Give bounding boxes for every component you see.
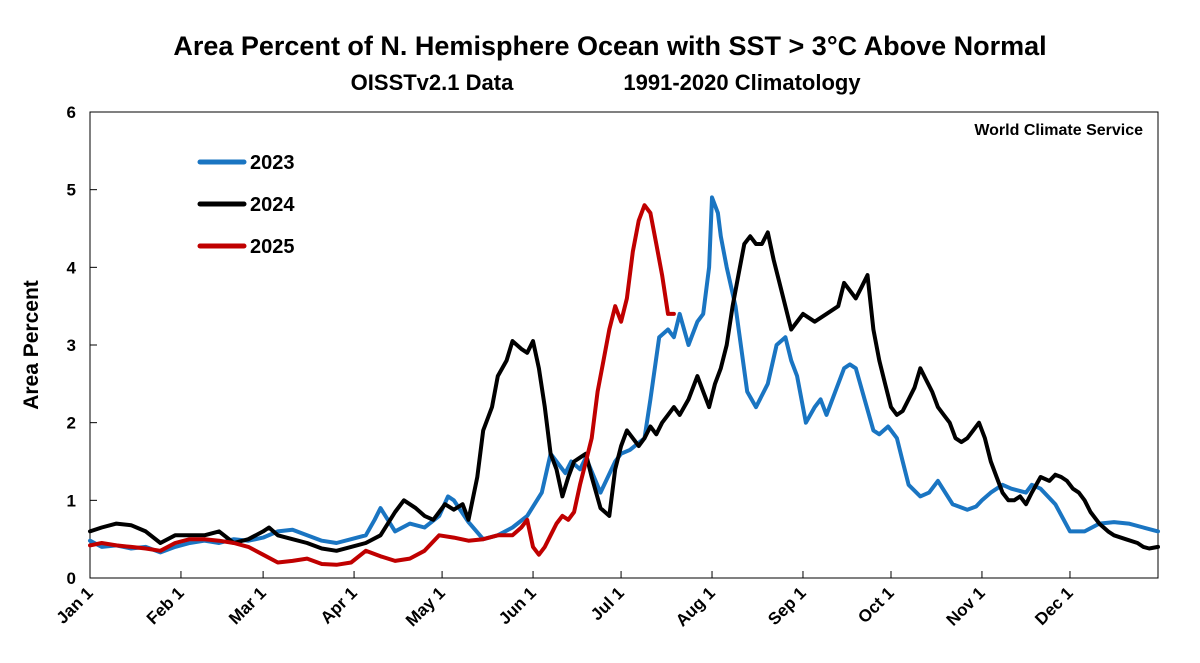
- y-tick-label: 4: [67, 258, 77, 277]
- y-tick-label: 1: [67, 491, 76, 510]
- x-tick-label: Jun 1: [495, 583, 540, 628]
- x-tick-label: Nov 1: [943, 583, 989, 629]
- legend-label-2024: 2024: [250, 194, 295, 216]
- y-tick-label: 0: [67, 569, 76, 588]
- x-tick-label: Feb 1: [143, 583, 188, 628]
- series-lines: [88, 195, 1160, 567]
- legend: 2023 2024 2025: [197, 152, 295, 258]
- x-tick-label: Sep 1: [764, 583, 810, 629]
- plot-area: [89, 111, 1159, 579]
- watermark: World Climate Service: [974, 122, 1143, 139]
- chart-subtitle-right: 1991-2020 Climatology: [623, 70, 861, 95]
- legend-label-2025: 2025: [250, 236, 295, 258]
- chart-subtitle-left: OISSTv2.1 Data: [351, 70, 514, 95]
- x-tick-label: Oct 1: [854, 583, 898, 627]
- series-line-2024: [88, 230, 1160, 553]
- y-tick-label: 5: [67, 181, 76, 200]
- y-axis-label: Area Percent: [20, 280, 43, 410]
- x-tick-label: Aug 1: [672, 583, 719, 630]
- x-tick-label: May 1: [402, 583, 449, 630]
- series-line-2023: [88, 195, 1160, 555]
- y-tick-label: 3: [67, 336, 76, 355]
- x-axis: Jan 1 Feb 1 Mar 1 Apr 1 May 1 Jun 1 Jul 1 Aug 1…: [53, 571, 1077, 630]
- chart-title: Area Percent of N. Hemisphere Ocean with…: [173, 31, 1046, 61]
- x-tick-label: Apr 1: [317, 583, 361, 627]
- x-tick-label: Mar 1: [225, 583, 270, 628]
- x-tick-label: Dec 1: [1031, 583, 1077, 629]
- x-tick-label: Jul 1: [587, 583, 628, 624]
- legend-label-2023: 2023: [250, 152, 295, 174]
- y-tick-label: 2: [67, 414, 76, 433]
- y-tick-label: 6: [67, 103, 76, 122]
- x-tick-label: Jan 1: [53, 583, 97, 627]
- y-axis: 0 1 2 3 4 5 6: [67, 103, 97, 588]
- series-line-2025: [88, 203, 676, 567]
